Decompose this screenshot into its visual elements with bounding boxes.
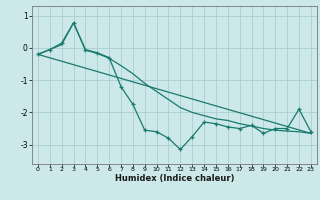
X-axis label: Humidex (Indice chaleur): Humidex (Indice chaleur) (115, 174, 234, 183)
